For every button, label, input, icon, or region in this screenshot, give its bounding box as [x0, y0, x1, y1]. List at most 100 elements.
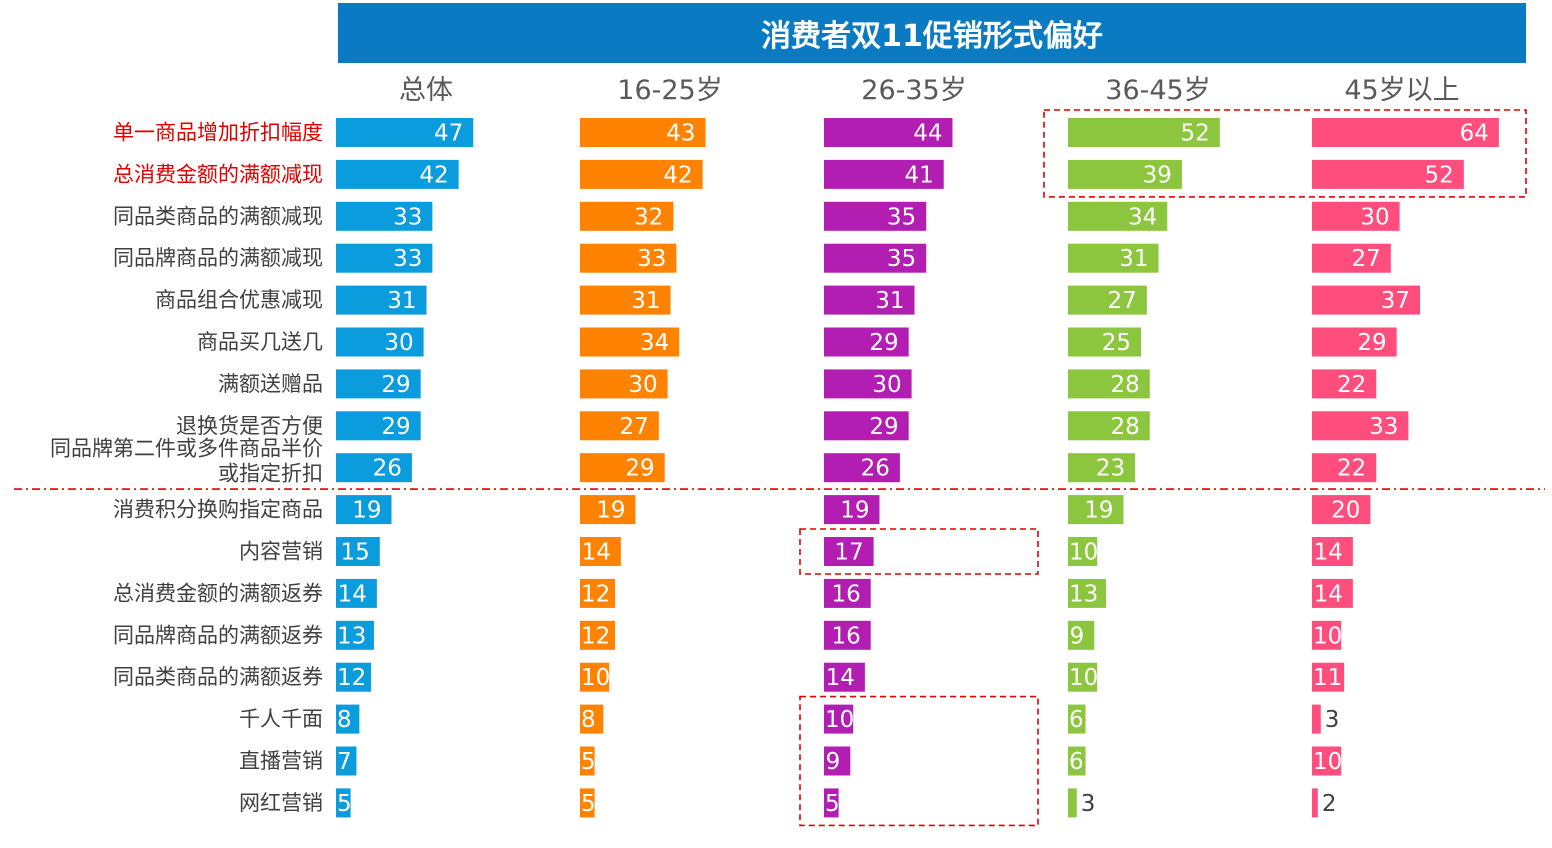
bar — [1312, 620, 1342, 650]
bar — [580, 159, 703, 189]
bar-value-label: 34 — [1128, 204, 1157, 230]
column-header: 26-35岁 — [861, 75, 966, 106]
bar — [580, 788, 595, 818]
column-header: 16-25岁 — [617, 75, 722, 106]
bar — [824, 495, 880, 525]
bar — [580, 411, 659, 441]
bar-value-label: 22 — [1337, 372, 1366, 398]
category-label: 直播营销 — [239, 749, 323, 773]
bar-value-label: 10 — [1313, 623, 1342, 649]
bar — [824, 411, 909, 441]
bar-value-label: 35 — [887, 246, 916, 272]
bar — [1312, 201, 1400, 231]
bar — [1068, 578, 1106, 608]
bar — [1068, 159, 1182, 189]
bar — [824, 201, 927, 231]
bar — [336, 118, 474, 147]
bar-value-label: 47 — [434, 121, 463, 147]
bar-value-label: 19 — [352, 498, 381, 524]
bar-value-label: 33 — [637, 246, 666, 272]
bar — [1312, 662, 1345, 692]
bar — [580, 746, 595, 776]
bar — [1068, 537, 1098, 566]
bar — [336, 662, 372, 692]
bar-value-label: 22 — [1337, 456, 1366, 482]
bar-value-label: 28 — [1110, 414, 1139, 440]
bar-value-label: 33 — [1369, 414, 1398, 440]
bar-value-label: 8 — [581, 707, 596, 733]
bar — [824, 662, 865, 692]
bar — [1312, 453, 1377, 483]
bar — [824, 578, 871, 608]
bar-value-label: 30 — [628, 372, 657, 398]
bar-value-label: 31 — [631, 288, 660, 314]
bar — [580, 285, 671, 315]
bar-value-label: 9 — [1070, 623, 1085, 649]
bar — [336, 285, 427, 315]
bar — [824, 369, 912, 399]
bar — [824, 788, 839, 818]
bar-value-label: 39 — [1143, 162, 1172, 188]
bar-value-label: 29 — [869, 330, 898, 356]
bar — [336, 495, 392, 525]
bar-value-label: 29 — [381, 414, 410, 440]
category-label: 满额送赠品 — [218, 372, 323, 396]
bar-value-label: 44 — [913, 121, 942, 147]
bar-value-label: 34 — [640, 330, 669, 356]
bar-value-label: 28 — [1110, 372, 1139, 398]
bar-value-label: 3 — [1081, 791, 1096, 817]
bar — [824, 285, 915, 315]
bar — [1312, 537, 1353, 566]
bar — [1068, 495, 1124, 525]
bar — [1068, 453, 1136, 483]
bar-value-label: 26 — [373, 456, 402, 482]
chart-title: 消费者双11促销形式偏好 — [338, 3, 1526, 63]
bar-value-label: 37 — [1381, 288, 1410, 314]
bar-value-label: 9 — [826, 749, 841, 775]
bar-value-label: 25 — [1102, 330, 1131, 356]
bar-value-label: 31 — [1119, 246, 1148, 272]
bar — [1312, 704, 1321, 734]
bar-value-label: 17 — [834, 540, 863, 566]
category-label: 单一商品增加折扣幅度 — [113, 121, 323, 145]
bar-value-label: 27 — [1108, 288, 1137, 314]
bar-value-label: 27 — [620, 414, 649, 440]
bar-value-label: 19 — [840, 498, 869, 524]
category-label: 同品类商品的满额返券 — [113, 665, 323, 689]
bar — [336, 243, 433, 273]
bar — [824, 620, 871, 650]
bar-value-label: 42 — [419, 162, 448, 188]
bar — [1068, 118, 1220, 147]
bar-value-label: 29 — [625, 456, 654, 482]
bar-value-label: 10 — [1313, 749, 1342, 775]
bar — [1312, 788, 1318, 818]
bar — [824, 704, 854, 734]
bar-value-label: 16 — [831, 581, 860, 607]
bar — [1312, 411, 1409, 441]
category-label: 同品牌商品的满额减现 — [113, 246, 323, 270]
bar — [580, 620, 616, 650]
bar — [580, 495, 636, 525]
bar-value-label: 64 — [1460, 121, 1489, 147]
category-label: 总消费金额的满额返券 — [113, 581, 323, 605]
bar-value-label: 5 — [581, 749, 596, 775]
category-label: 总消费金额的满额减现 — [113, 162, 323, 186]
category-label: 内容营销 — [239, 540, 323, 564]
bar — [1312, 746, 1342, 776]
bar — [580, 662, 610, 692]
bar-value-label: 52 — [1425, 162, 1454, 188]
bar-value-label: 30 — [872, 372, 901, 398]
bar-value-label: 11 — [1313, 665, 1342, 691]
category-label: 网红营销 — [239, 791, 323, 815]
bar-value-label: 2 — [1322, 791, 1337, 817]
bar-value-label: 10 — [825, 707, 854, 733]
bar-value-label: 14 — [582, 540, 611, 566]
highlight-box — [799, 695, 1039, 827]
bar — [824, 327, 909, 357]
bar-value-label: 35 — [887, 204, 916, 230]
bar — [1312, 495, 1371, 525]
bar — [1312, 285, 1421, 315]
bar-value-label: 31 — [875, 288, 904, 314]
bar-value-label: 41 — [904, 162, 933, 188]
bar-value-label: 10 — [1069, 540, 1098, 566]
